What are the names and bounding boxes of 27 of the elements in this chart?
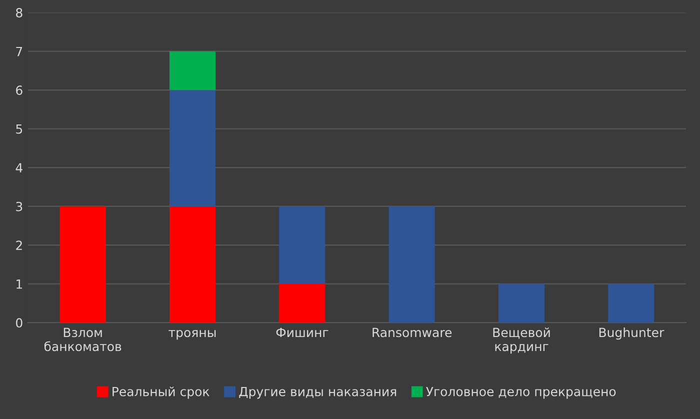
bar — [498, 284, 545, 323]
legend-label: Уголовное дело прекращено — [426, 386, 616, 399]
x-tick-label: Bughunter — [599, 327, 664, 340]
bar — [169, 206, 216, 323]
legend-label: Реальный срок — [112, 386, 210, 399]
y-tick-label: 7 — [16, 46, 22, 56]
y-tick-label: 2 — [16, 240, 22, 250]
x-tick-label: Вещевой кардинг — [493, 328, 550, 354]
y-tick-label: 8 — [16, 8, 22, 18]
y-tick-label: 5 — [16, 124, 22, 134]
bar — [169, 90, 216, 206]
bar — [279, 206, 326, 284]
y-tick-label: 0 — [16, 318, 22, 328]
x-tick-label: Фишинг — [276, 328, 328, 337]
y-tick-label: 6 — [16, 86, 22, 96]
y-tick-label: 3 — [16, 202, 22, 212]
bar — [608, 284, 654, 323]
y-tick-label: 4 — [16, 163, 22, 172]
bar — [60, 206, 106, 323]
bar — [388, 206, 435, 323]
bar — [169, 51, 216, 90]
x-tick-label: трояны — [168, 330, 216, 340]
legend-label: Другие виды наказания — [239, 386, 396, 399]
bar — [279, 284, 326, 323]
x-tick-label: Ransomware — [372, 328, 452, 338]
x-tick-label: Взлом банкоматов — [44, 328, 122, 352]
y-tick-label: 1 — [16, 280, 22, 289]
